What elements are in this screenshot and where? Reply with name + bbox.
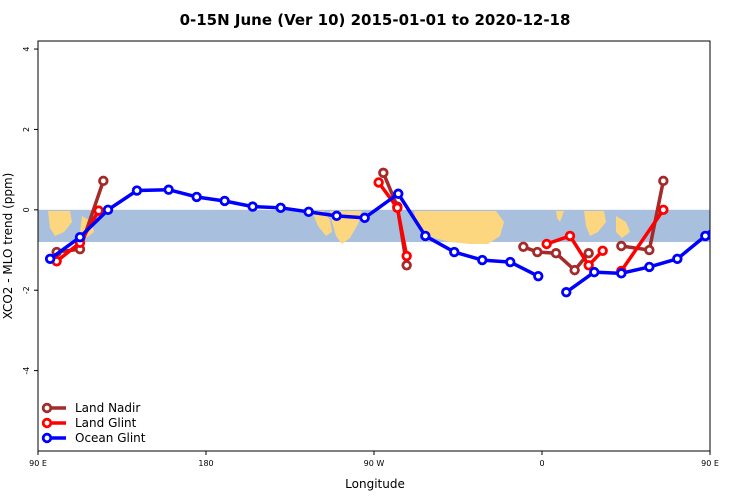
x-tick-label: 90 W — [364, 459, 385, 468]
legend-swatch-point — [41, 432, 53, 444]
ocean-glint-point — [275, 202, 286, 214]
land-glint-point — [93, 205, 104, 216]
legend-item-ocean-glint: Ocean Glint — [41, 431, 146, 445]
land-glint-point — [658, 204, 669, 216]
legend-label: Ocean Glint — [75, 431, 146, 445]
x-tick-label: 90 E — [701, 459, 719, 468]
ocean-glint-point — [191, 191, 202, 203]
ocean-band — [38, 209, 710, 242]
land-glint-point — [373, 177, 384, 188]
latitude-band — [38, 209, 710, 244]
ocean-glint-point — [672, 253, 683, 265]
ocean-glint-point — [644, 261, 655, 273]
legend-swatch-point — [41, 417, 53, 429]
ocean-glint-point — [477, 254, 488, 266]
land-nadir-point — [401, 260, 412, 271]
land-glint-point — [564, 230, 576, 242]
legend-swatch-point — [41, 402, 53, 414]
land-mass-central-america — [312, 211, 332, 236]
land-nadir-point — [644, 244, 655, 256]
ocean-glint-point — [247, 201, 258, 212]
land-glint-point — [597, 245, 608, 257]
legend-item-land-nadir: Land Nadir — [41, 401, 140, 415]
land-nadir-point — [616, 240, 627, 252]
x-axis: 90 E 180 90 W 0 90 E — [29, 451, 719, 468]
land-nadir-point — [550, 248, 562, 259]
legend-label: Land Glint — [75, 416, 137, 430]
land-nadir-point — [378, 167, 389, 179]
land-mass-southeast-asia — [48, 211, 72, 236]
y-tick-label: 2 — [22, 127, 31, 132]
plot-frame — [37, 40, 711, 452]
land-masses — [48, 211, 630, 244]
x-axis-label: Longitude — [345, 477, 405, 491]
y-tick-label: -2 — [22, 286, 31, 294]
series-layer — [44, 167, 738, 298]
chart-title: 0-15N June (Ver 10) 2015-01-01 to 2020-1… — [180, 11, 571, 29]
ocean-glint-point — [616, 268, 627, 279]
land-mass-africa — [414, 211, 504, 244]
ocean-glint-point — [393, 188, 404, 199]
land-nadir-point — [532, 246, 543, 258]
land-mass-southeast-asia-repeat — [584, 211, 606, 236]
ocean-glint-point — [700, 230, 710, 242]
land-mass-india — [556, 211, 564, 222]
y-tick-label: 0 — [22, 207, 31, 212]
land-nadir-point — [583, 248, 594, 259]
land-glint-point — [392, 202, 403, 214]
ocean-glint-point — [730, 205, 738, 213]
land-mass-new-guinea-repeat — [616, 216, 630, 238]
land-glint-point — [401, 250, 412, 262]
x-tick-label: 0 — [539, 459, 544, 468]
ocean-glint-point — [533, 270, 544, 282]
land-glint-line — [546, 234, 604, 268]
y-tick-label: -4 — [22, 367, 31, 375]
legend-item-land-glint: Land Glint — [41, 416, 137, 430]
ocean-glint-point — [163, 184, 174, 195]
x-tick-label: 180 — [198, 459, 213, 468]
ocean-glint-point — [303, 206, 314, 218]
y-axis-label: XCO2 - MLO trend (ppm) — [1, 173, 15, 320]
land-nadir-point — [518, 241, 529, 253]
ocean-glint-point — [505, 256, 516, 268]
ocean-glint-point — [331, 210, 342, 222]
ocean-glint-point — [219, 195, 230, 207]
y-axis: 4 2 0 -2 -4 — [22, 46, 38, 375]
x-tick-label: 90 E — [29, 459, 47, 468]
ocean-glint-point — [420, 230, 431, 242]
ocean-glint-point — [74, 231, 86, 243]
land-glint-point — [583, 260, 594, 271]
ocean-glint-point — [589, 266, 600, 278]
ocean-glint-point — [561, 287, 572, 298]
land-glint-point — [541, 238, 552, 250]
ocean-glint-point — [102, 204, 114, 216]
ocean-glint-point — [449, 246, 460, 258]
y-tick-label: 4 — [22, 46, 31, 51]
ocean-glint-point — [131, 185, 143, 196]
land-nadir-point — [98, 175, 109, 187]
ocean-glint-point — [44, 253, 56, 265]
land-nadir-point — [569, 264, 580, 276]
series-ocean-glint — [44, 184, 738, 298]
land-nadir-point — [658, 175, 669, 187]
legend-label: Land Nadir — [75, 401, 140, 415]
ocean-glint-point — [359, 212, 370, 224]
land-glint-line — [619, 208, 665, 272]
